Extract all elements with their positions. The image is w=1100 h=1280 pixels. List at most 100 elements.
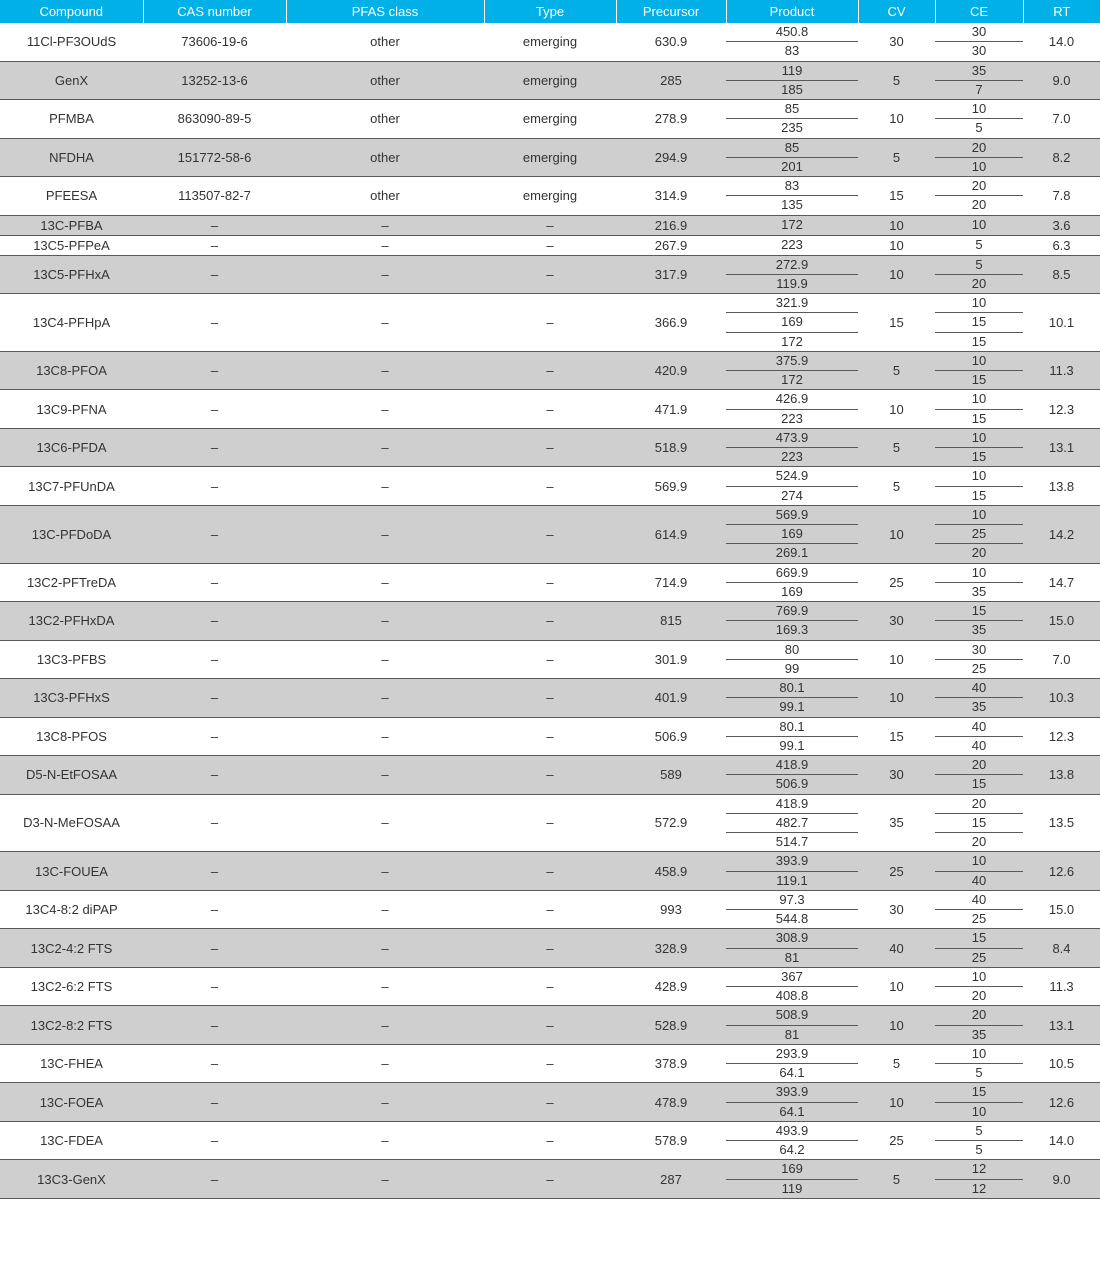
cell-precursor: 518.9: [616, 428, 726, 467]
cell-type: –: [484, 294, 616, 352]
cell-cv-value: 10: [858, 109, 935, 128]
cell-cv-value: 10: [858, 525, 935, 544]
cell-ce: 1510: [935, 1083, 1023, 1122]
cell-rt: 15.0: [1023, 602, 1100, 641]
cell-cv: 15: [858, 294, 935, 352]
cell-type-value: –: [484, 765, 616, 784]
col-product: Product: [726, 0, 858, 23]
cell-ce-value: 20: [935, 1006, 1023, 1025]
cell-rt: 14.7: [1023, 563, 1100, 602]
cell-product: 293.964.1: [726, 1044, 858, 1083]
cell-compound: 13C-FHEA: [0, 1044, 143, 1083]
table-row: 13C5-PFPeA–––267.92231056.3: [0, 235, 1100, 255]
cell-precursor-value: 815: [616, 611, 726, 630]
cell-compound: D5-N-EtFOSAA: [0, 756, 143, 795]
table-row: 13C3-PFHxS–––401.980.199.110403510.3: [0, 679, 1100, 718]
cell-precursor-value: 287: [616, 1170, 726, 1189]
cell-compound-value: 13C2-8:2 FTS: [0, 1016, 143, 1035]
cell-rt: 7.0: [1023, 100, 1100, 139]
cell-cv-value: 30: [858, 900, 935, 919]
cell-product: 493.964.2: [726, 1121, 858, 1160]
cell-ce: 55: [935, 1121, 1023, 1160]
cell-rt-value: 13.1: [1023, 1016, 1100, 1035]
cell-rt-value: 12.6: [1023, 1093, 1100, 1112]
cell-class: –: [286, 967, 484, 1006]
cell-product: 8099: [726, 640, 858, 679]
cell-rt-value: 14.7: [1023, 573, 1100, 592]
cell-ce-value: 40: [935, 872, 1023, 890]
cell-precursor-value: 294.9: [616, 148, 726, 167]
cell-cas-value: –: [143, 438, 286, 457]
table-header: Compound CAS number PFAS class Type Prec…: [0, 0, 1100, 23]
cell-compound-value: 13C6-PFDA: [0, 438, 143, 457]
cell-cv: 10: [858, 390, 935, 429]
cell-product: 426.9223: [726, 390, 858, 429]
cell-compound: 13C2-6:2 FTS: [0, 967, 143, 1006]
cell-compound: 13C5-PFHxA: [0, 255, 143, 294]
cell-class-value: –: [286, 525, 484, 544]
cell-type-value: –: [484, 1016, 616, 1035]
table-row: 13C7-PFUnDA–––569.9524.92745101513.8: [0, 467, 1100, 506]
table-row: 13C-FOEA–––478.9393.964.110151012.6: [0, 1083, 1100, 1122]
cell-product-value: 99.1: [726, 698, 858, 716]
cell-compound-value: 13C-FOEA: [0, 1093, 143, 1112]
cell-cv-value: 30: [858, 32, 935, 51]
cell-rt-value: 7.0: [1023, 109, 1100, 128]
cell-ce-value: 12: [935, 1160, 1023, 1179]
col-cv: CV: [858, 0, 935, 23]
cell-rt-value: 13.8: [1023, 477, 1100, 496]
cell-class: –: [286, 215, 484, 235]
cell-ce-value: 20: [935, 275, 1023, 293]
cell-precursor: 572.9: [616, 794, 726, 852]
table-row: PFMBA863090-89-5otheremerging278.9852351…: [0, 100, 1100, 139]
cell-type: –: [484, 215, 616, 235]
cell-ce-value: 10: [935, 158, 1023, 176]
cell-rt-value: 14.0: [1023, 32, 1100, 51]
cell-product: 367408.8: [726, 967, 858, 1006]
cell-ce: 1015: [935, 467, 1023, 506]
table-row: 13C9-PFNA–––471.9426.922310101512.3: [0, 390, 1100, 429]
cell-cas-value: 113507-82-7: [143, 186, 286, 205]
cell-product-value: 135: [726, 196, 858, 214]
cell-ce-value: 25: [935, 910, 1023, 928]
cell-type-value: emerging: [484, 148, 616, 167]
cell-rt: 11.3: [1023, 967, 1100, 1006]
cell-compound-value: 13C7-PFUnDA: [0, 477, 143, 496]
cell-cv: 30: [858, 756, 935, 795]
cell-class: –: [286, 756, 484, 795]
cell-type: –: [484, 756, 616, 795]
cell-rt-value: 14.2: [1023, 525, 1100, 544]
cell-type: –: [484, 967, 616, 1006]
cell-ce-value: 12: [935, 1180, 1023, 1198]
cell-product: 418.9506.9: [726, 756, 858, 795]
cell-cv-value: 5: [858, 438, 935, 457]
cell-rt: 14.0: [1023, 23, 1100, 61]
cell-class-value: –: [286, 1054, 484, 1073]
cell-ce-value: 35: [935, 621, 1023, 639]
cell-ce: 10: [935, 215, 1023, 235]
cell-ce-value: 20: [935, 833, 1023, 851]
cell-type-value: –: [484, 1054, 616, 1073]
cell-ce: 3030: [935, 23, 1023, 61]
cell-precursor: 401.9: [616, 679, 726, 718]
cell-type-value: –: [484, 400, 616, 419]
cell-class-value: –: [286, 361, 484, 380]
cell-rt-value: 9.0: [1023, 1170, 1100, 1189]
cell-cas: 151772-58-6: [143, 138, 286, 177]
cell-compound: 11Cl-PF3OUdS: [0, 23, 143, 61]
cell-rt-value: 8.5: [1023, 265, 1100, 284]
table-row: 13C5-PFHxA–––317.9272.9119.9105208.5: [0, 255, 1100, 294]
cell-class: –: [286, 794, 484, 852]
table-row: 13C-PFBA–––216.917210103.6: [0, 215, 1100, 235]
cell-class: –: [286, 1006, 484, 1045]
cell-compound-value: GenX: [0, 71, 143, 90]
cell-precursor-value: 458.9: [616, 862, 726, 881]
cell-cas: 113507-82-7: [143, 177, 286, 216]
cell-ce-value: 10: [935, 467, 1023, 486]
cell-cas: –: [143, 640, 286, 679]
cell-ce-value: 15: [935, 1083, 1023, 1102]
cell-precursor-value: 428.9: [616, 977, 726, 996]
cell-precursor: 993: [616, 890, 726, 929]
cell-precursor: 458.9: [616, 852, 726, 891]
cell-class-value: –: [286, 1170, 484, 1189]
